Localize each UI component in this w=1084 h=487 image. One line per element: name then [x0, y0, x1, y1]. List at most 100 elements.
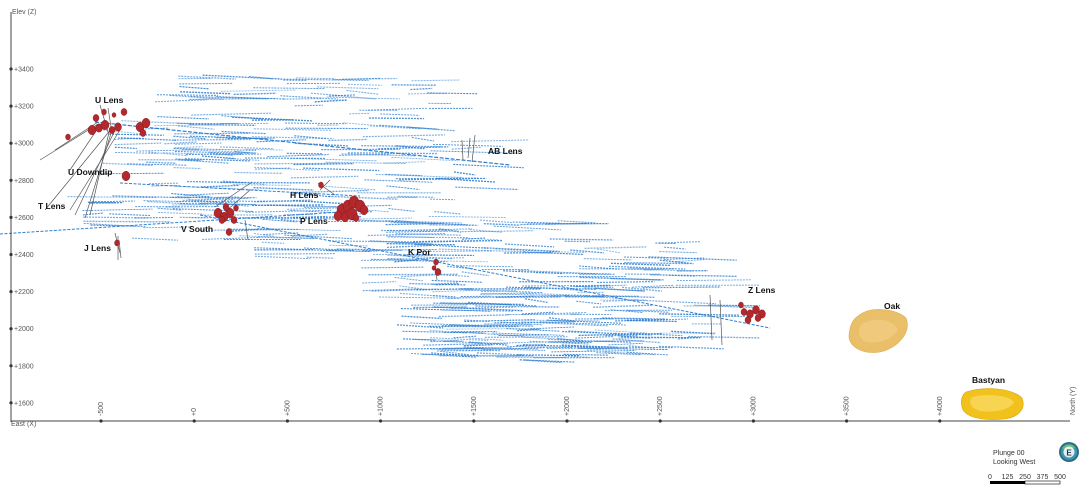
- elevation-tick-label: +3400: [14, 67, 34, 74]
- drillhole-trace: [428, 215, 506, 218]
- drillhole-trace: [174, 146, 203, 149]
- drillhole-trace: [461, 230, 535, 233]
- lens-solid: [738, 301, 744, 309]
- lens-solid: [230, 216, 238, 224]
- drillhole-trace: [362, 288, 418, 292]
- drillhole-trace: [386, 244, 432, 249]
- drillhole-trace: [614, 332, 652, 336]
- drillhole-trace: [385, 222, 438, 226]
- drillhole-trace: [164, 141, 198, 145]
- drillhole-trace: [593, 304, 653, 308]
- drillhole-trace: [154, 124, 223, 127]
- drillhole-trace: [659, 345, 724, 350]
- drillhole-trace: [232, 184, 291, 186]
- elevation-tick-label: +2200: [14, 289, 34, 296]
- drillhole-trace: [464, 289, 532, 293]
- drive-line: [94, 121, 511, 166]
- easting-tick-label: +2000: [564, 396, 571, 416]
- drillhole-trace: [546, 319, 623, 324]
- drillhole-trace: [158, 212, 204, 215]
- drillhole-trace: [548, 338, 631, 343]
- lens-solids: [65, 108, 766, 324]
- drillhole-trace: [361, 145, 442, 148]
- drillhole-trace: [506, 286, 543, 289]
- drillhole-trace: [216, 203, 306, 207]
- elevation-axis-title: Elev (Z): [12, 9, 37, 16]
- scale-bar-label: 125: [1002, 474, 1014, 481]
- drillhole-trace: [675, 259, 705, 263]
- drillhole-trace: [215, 196, 239, 199]
- drillhole-trace: [627, 309, 670, 313]
- drillhole-trace: [112, 195, 191, 199]
- lens-solid: [139, 129, 147, 137]
- drillhole-trace: [179, 86, 209, 90]
- drillhole-trace: [468, 301, 537, 307]
- drillhole-trace: [328, 138, 368, 142]
- lens-label-u-lens: U Lens: [95, 95, 124, 105]
- lens-solid: [434, 268, 442, 276]
- structure-trace: [709, 294, 713, 341]
- drillhole-trace: [182, 197, 250, 201]
- lens-solid: [744, 316, 752, 324]
- scale-bar-segment: [990, 481, 1025, 484]
- drillhole-trace: [362, 134, 445, 138]
- drillhole-trace: [220, 89, 296, 92]
- drillhole-trace: [512, 221, 561, 224]
- drillhole-trace: [517, 328, 540, 332]
- drillhole-trace: [464, 319, 535, 323]
- lens-label-v-south: V South: [181, 224, 213, 234]
- drillhole-trace: [182, 148, 258, 154]
- drillhole-trace: [624, 262, 689, 265]
- drillhole-trace: [596, 281, 655, 284]
- drillhole-trace: [394, 276, 423, 282]
- drillhole-trace: [120, 137, 177, 141]
- drillhole-trace: [431, 279, 483, 283]
- lens-solid: [754, 314, 762, 322]
- drillhole-trace: [175, 158, 201, 162]
- drillhole-trace: [631, 299, 717, 305]
- compass-letter: E: [1066, 449, 1072, 458]
- drillhole-trace: [386, 230, 459, 233]
- drillhole-trace: [432, 289, 480, 293]
- structure-trace: [319, 179, 331, 191]
- scale-bar: 0 125 250 375 500: [988, 474, 1066, 485]
- easting-tick-label: +2500: [657, 396, 664, 416]
- lens-solid: [225, 228, 233, 236]
- lens-solid: [352, 214, 360, 222]
- drillhole-trace: [306, 256, 335, 259]
- drillhole-trace: [387, 254, 453, 260]
- drillhole-trace: [294, 104, 323, 107]
- lens-solid: [100, 119, 110, 130]
- compass-globe-icon: E: [1059, 442, 1079, 462]
- drillhole-trace: [495, 248, 555, 253]
- drillhole-trace: [157, 207, 183, 211]
- easting-tick-label: +0: [191, 408, 198, 416]
- drillhole-trace: [254, 166, 321, 171]
- drillhole-trace: [143, 226, 193, 229]
- drillhole-trace: [174, 150, 249, 154]
- easting-tick: [192, 419, 196, 423]
- lens-label-k-por: K Por: [408, 247, 431, 257]
- scale-bar-segment: [1024, 480, 1061, 485]
- elevation-tick-label: +1600: [14, 400, 34, 407]
- drillhole-trace: [595, 340, 644, 342]
- drillhole-trace: [655, 242, 677, 245]
- drillhole-trace: [563, 353, 609, 356]
- drillhole-trace: [518, 269, 597, 275]
- drillhole-trace: [482, 347, 528, 350]
- easting-tick-label: +3500: [844, 396, 851, 416]
- drillhole-trace: [438, 314, 510, 318]
- drillhole-trace: [431, 352, 462, 356]
- drillhole-trace: [170, 185, 260, 191]
- easting-tick: [658, 419, 662, 423]
- lens-solid: [752, 305, 760, 315]
- elevation-tick: [9, 141, 13, 145]
- drillhole-trace: [369, 125, 422, 130]
- drillhole-trace: [83, 222, 147, 228]
- drillhole-trace: [453, 171, 476, 176]
- lens-label-bastyan: Bastyan: [972, 375, 1005, 385]
- drive-line: [119, 182, 361, 197]
- lens-solid: [121, 170, 131, 181]
- drillhole-trace: [186, 180, 245, 184]
- drillhole-trace: [433, 302, 477, 305]
